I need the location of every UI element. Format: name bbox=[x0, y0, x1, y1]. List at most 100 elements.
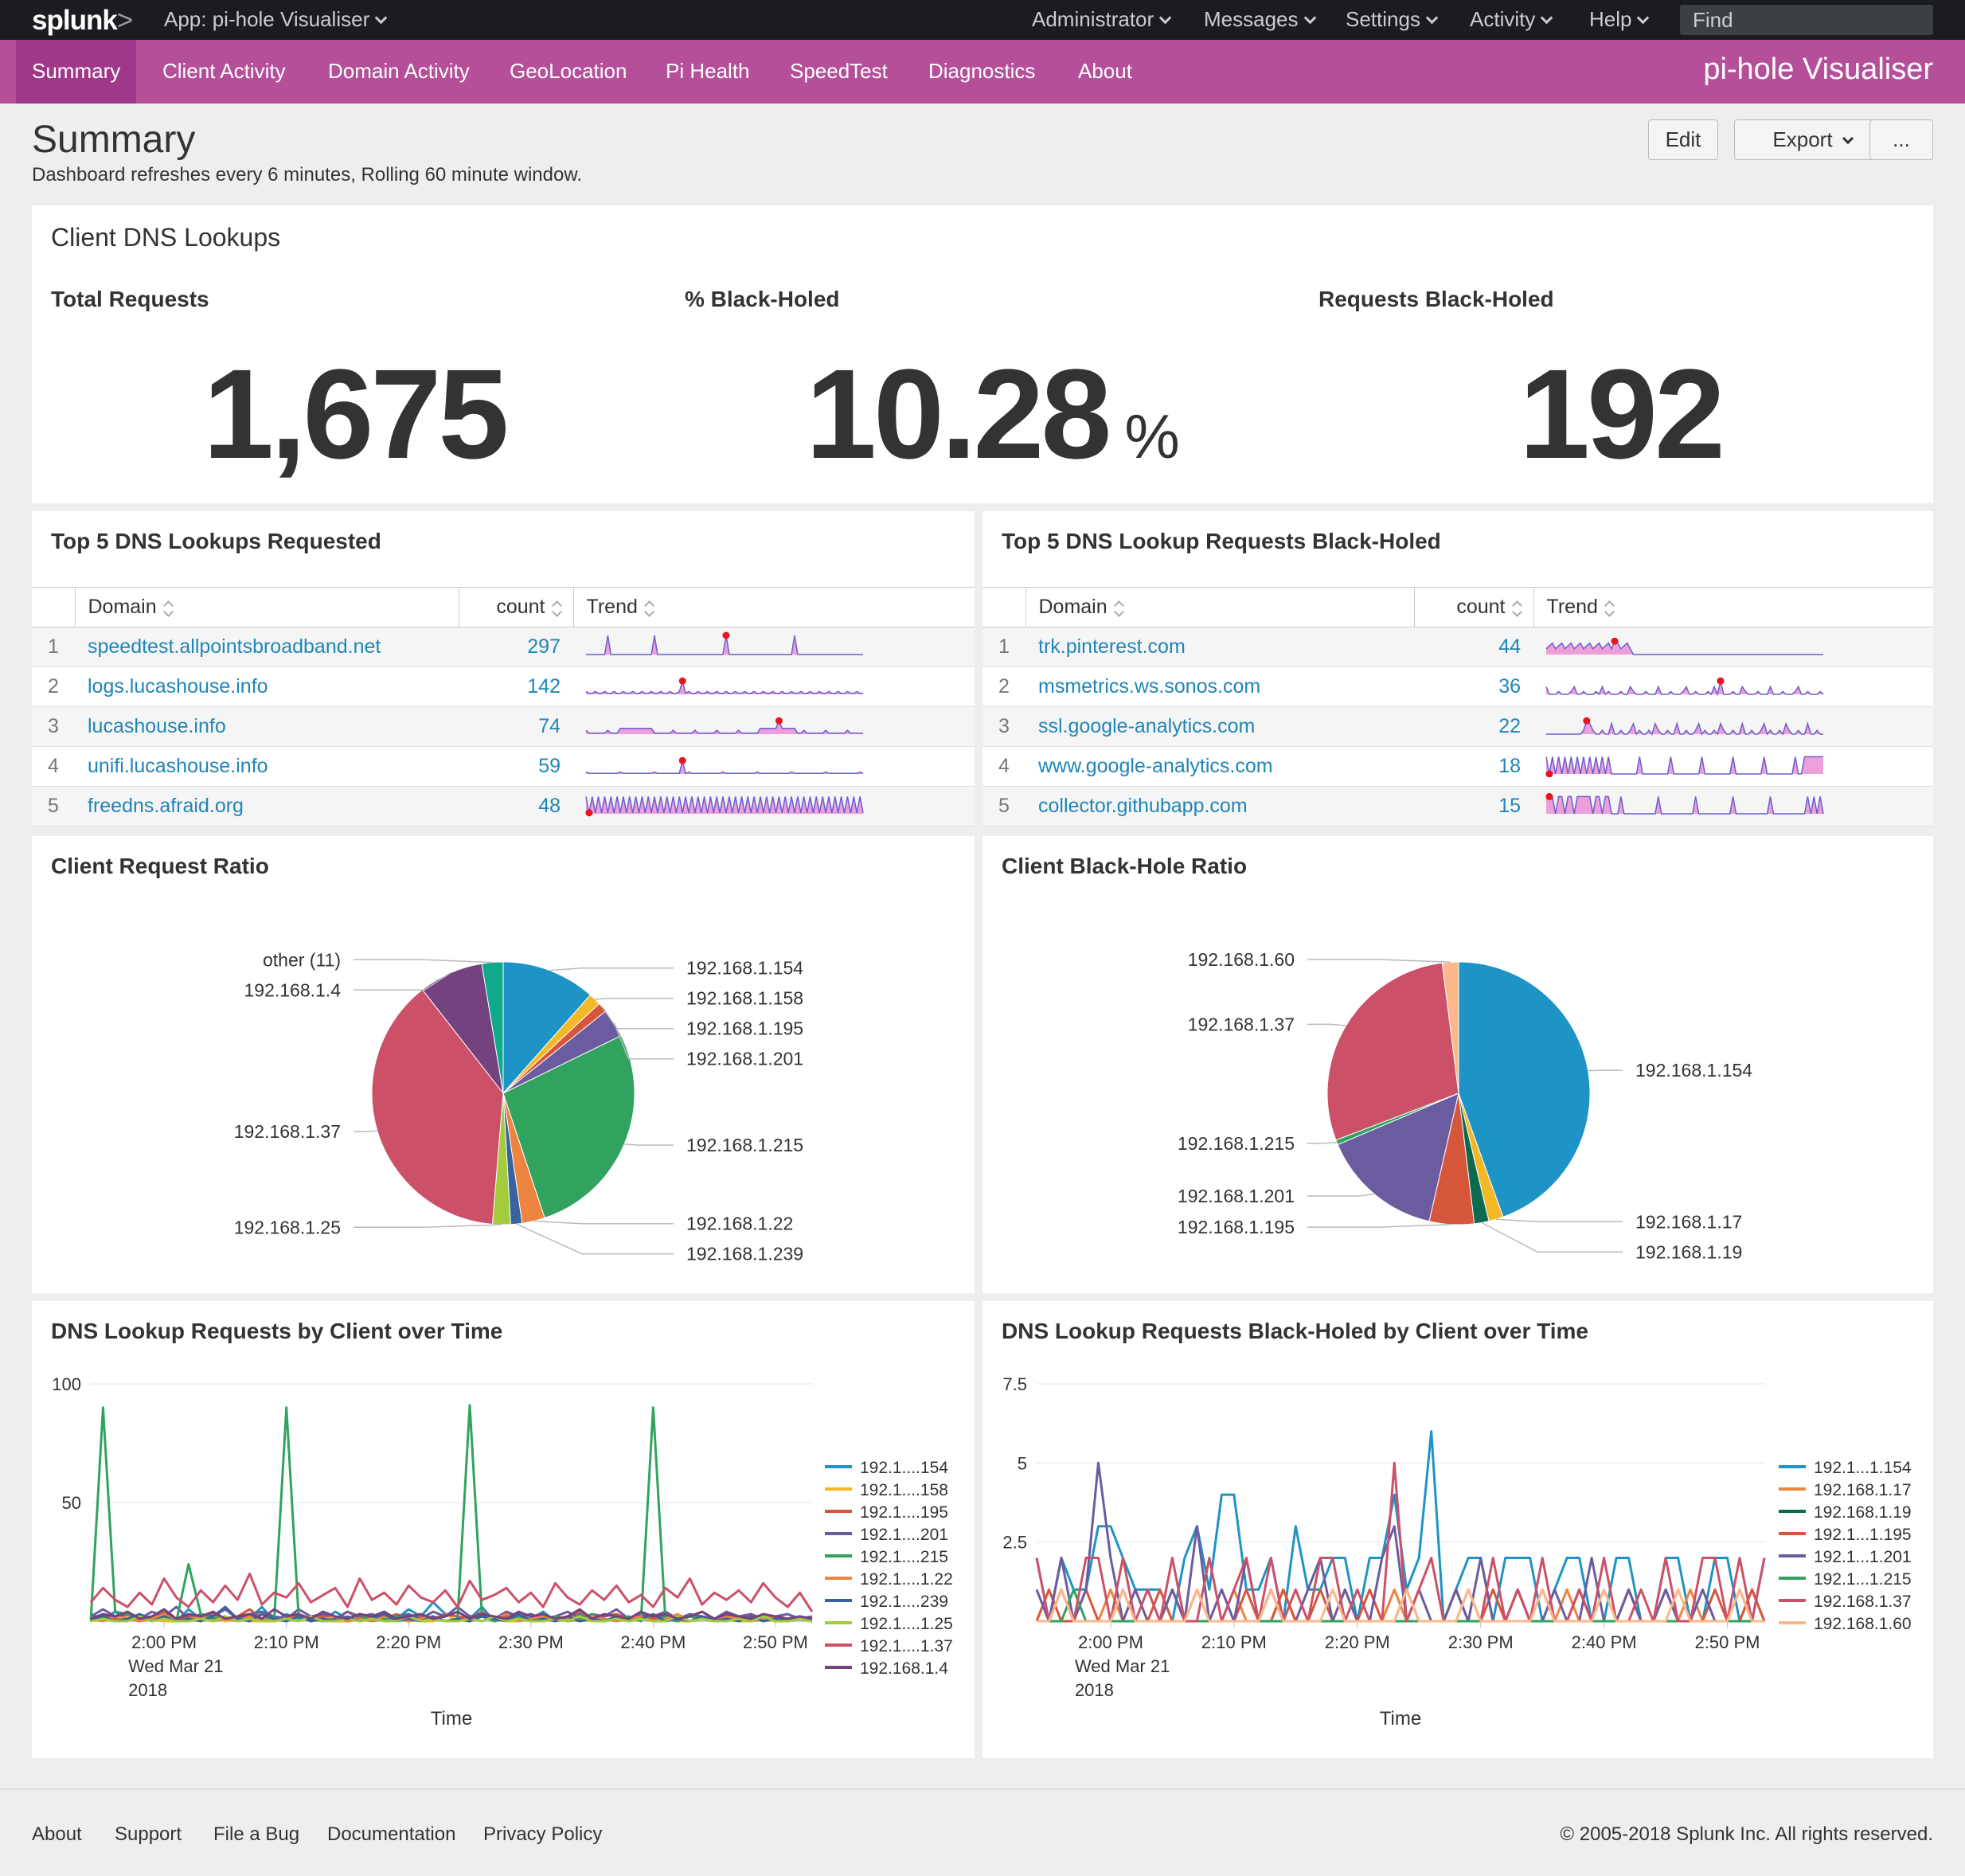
pie-leader-line bbox=[1588, 1069, 1623, 1072]
count-link[interactable]: 142 bbox=[459, 666, 573, 707]
footer-link-documentation[interactable]: Documentation bbox=[327, 1823, 456, 1845]
count-column-header[interactable]: count bbox=[458, 587, 573, 627]
legend-entry: 192.1...1.201 bbox=[1814, 1548, 1912, 1566]
menu-help[interactable]: Help bbox=[1589, 7, 1650, 32]
legend-entry: 192.168.1.37 bbox=[1814, 1593, 1912, 1611]
sort-icon bbox=[1513, 601, 1521, 616]
top-dns-black-holed-panel: Top 5 DNS Lookup Requests Black-Holed Do… bbox=[982, 511, 1933, 827]
count-link[interactable]: 36 bbox=[1414, 666, 1533, 707]
pie-slice-label: 192.168.1.60 bbox=[1188, 949, 1295, 970]
edit-button[interactable]: Edit bbox=[1648, 119, 1718, 160]
tab-diagnostics[interactable]: Diagnostics bbox=[928, 59, 1036, 83]
menu-settings[interactable]: Settings bbox=[1346, 7, 1439, 32]
legend-entry: 192.1....1.25 bbox=[860, 1615, 953, 1633]
domain-link[interactable]: trk.pinterest.com bbox=[1025, 627, 1414, 667]
trend-cell bbox=[573, 666, 975, 707]
kpi-label-requests-black-holed: Requests Black-Holed bbox=[1318, 287, 1554, 311]
domain-link[interactable]: unifi.lucashouse.info bbox=[75, 746, 459, 787]
domain-column-header[interactable]: Domain bbox=[1025, 587, 1414, 627]
menu-administrator[interactable]: Administrator bbox=[1032, 7, 1172, 32]
menu-activity[interactable]: Activity bbox=[1470, 7, 1553, 32]
app-menu[interactable]: App: pi-hole Visualiser bbox=[164, 7, 388, 32]
top-black-holed-table: Domain count Trend 1 trk.pinterest.com 44 … bbox=[982, 587, 1933, 827]
count-link[interactable]: 18 bbox=[1414, 746, 1533, 787]
footer-link-about[interactable]: About bbox=[32, 1823, 82, 1845]
trend-cell bbox=[1533, 666, 1933, 707]
x-axis-label: Time bbox=[1380, 1708, 1421, 1729]
tab-domain-activity[interactable]: Domain Activity bbox=[328, 59, 470, 83]
pie-slice-label: other (11) bbox=[263, 949, 341, 970]
sort-icon bbox=[1605, 601, 1613, 616]
sparkline-line bbox=[1546, 719, 1823, 736]
dns-requests-by-client-panel: DNS Lookup Requests by Client over Time … bbox=[32, 1301, 975, 1758]
tab-summary[interactable]: Summary bbox=[16, 40, 137, 104]
trend-cell bbox=[573, 627, 975, 667]
domain-link[interactable]: ssl.google-analytics.com bbox=[1025, 706, 1414, 747]
tab-client-activity[interactable]: Client Activity bbox=[162, 59, 286, 83]
tab-pi-health[interactable]: Pi Health bbox=[666, 59, 750, 83]
count-link[interactable]: 48 bbox=[459, 786, 573, 827]
count-column-header[interactable]: count bbox=[1413, 587, 1533, 627]
y-tick-label: 2.5 bbox=[1002, 1533, 1027, 1553]
kpi-value-percent-black-holed: 10.28% bbox=[806, 342, 1180, 485]
trend-sparkline bbox=[585, 756, 864, 775]
tab-geolocation[interactable]: GeoLocation bbox=[510, 59, 627, 83]
splunk-logo[interactable]: splunk> bbox=[32, 5, 133, 36]
row-index: 2 bbox=[32, 666, 75, 707]
domain-link[interactable]: logs.lucashouse.info bbox=[75, 666, 459, 707]
pie-slice-label: 192.168.1.22 bbox=[686, 1214, 793, 1234]
footer-link-file-a-bug[interactable]: File a Bug bbox=[213, 1823, 300, 1845]
trend-cell bbox=[1533, 786, 1933, 827]
tab-speedtest[interactable]: SpeedTest bbox=[790, 59, 888, 83]
y-tick-label: 100 bbox=[52, 1374, 81, 1394]
domain-link[interactable]: freedns.afraid.org bbox=[75, 786, 459, 827]
y-tick-label: 50 bbox=[62, 1493, 81, 1513]
count-link[interactable]: 22 bbox=[1414, 706, 1533, 747]
x-tick-label: 2:00 PM bbox=[131, 1632, 197, 1652]
domain-link[interactable]: lucashouse.info bbox=[75, 706, 459, 747]
count-link[interactable]: 297 bbox=[459, 627, 573, 667]
trend-column-header[interactable]: Trend bbox=[1533, 587, 1933, 627]
y-tick-label: 7.5 bbox=[1002, 1374, 1027, 1394]
series-line bbox=[89, 1572, 814, 1612]
series-line bbox=[1035, 1461, 1766, 1623]
chevron-down-icon bbox=[1842, 132, 1854, 145]
pie-slice-label: 192.168.1.239 bbox=[686, 1244, 803, 1264]
footer-link-support[interactable]: Support bbox=[115, 1823, 182, 1845]
export-button[interactable]: Export bbox=[1734, 119, 1890, 160]
series-line bbox=[1037, 1588, 1764, 1623]
x-tick-sublabel: 2018 bbox=[1075, 1680, 1114, 1700]
pie-slice-label: 192.168.1.4 bbox=[244, 979, 341, 1000]
chevron-down-icon bbox=[374, 11, 388, 25]
row-index: 4 bbox=[32, 746, 75, 787]
footer-link-privacy-policy[interactable]: Privacy Policy bbox=[483, 1823, 603, 1845]
domain-link[interactable]: msmetrics.ws.sonos.com bbox=[1025, 666, 1414, 707]
sparkline-line bbox=[585, 796, 864, 813]
index-column-header bbox=[32, 587, 75, 627]
row-index: 4 bbox=[982, 746, 1025, 787]
trend-column-header[interactable]: Trend bbox=[572, 587, 975, 627]
find-input[interactable] bbox=[1680, 5, 1933, 35]
legend-entry: 192.168.1.4 bbox=[860, 1659, 948, 1678]
domain-link[interactable]: collector.githubapp.com bbox=[1025, 786, 1414, 827]
count-link[interactable]: 59 bbox=[459, 746, 573, 787]
table-row: 4 www.google-analytics.com 18 bbox=[982, 746, 1933, 787]
count-link[interactable]: 15 bbox=[1414, 786, 1533, 827]
more-actions-button[interactable]: ... bbox=[1869, 119, 1933, 160]
panel-title: Client Request Ratio bbox=[51, 854, 269, 878]
menu-messages[interactable]: Messages bbox=[1204, 7, 1316, 32]
table-row: 2 logs.lucashouse.info 142 bbox=[32, 666, 975, 707]
legend-entry: 192.1....215 bbox=[860, 1548, 948, 1566]
panel-title: Client Black-Hole Ratio bbox=[1002, 854, 1248, 878]
count-link[interactable]: 44 bbox=[1414, 627, 1533, 667]
pie-leader-line bbox=[354, 959, 493, 963]
domain-link[interactable]: speedtest.allpointsbroadband.net bbox=[75, 627, 459, 667]
domain-link[interactable]: www.google-analytics.com bbox=[1025, 746, 1414, 787]
pie-slice-label: 192.168.1.201 bbox=[686, 1049, 803, 1069]
domain-column-header[interactable]: Domain bbox=[74, 587, 459, 627]
pie-slice-label: 192.168.1.215 bbox=[686, 1135, 803, 1155]
count-link[interactable]: 74 bbox=[459, 706, 573, 747]
sparkline-line bbox=[1545, 681, 1824, 697]
table-row: 3 ssl.google-analytics.com 22 bbox=[982, 706, 1933, 747]
tab-about[interactable]: About bbox=[1078, 59, 1132, 83]
